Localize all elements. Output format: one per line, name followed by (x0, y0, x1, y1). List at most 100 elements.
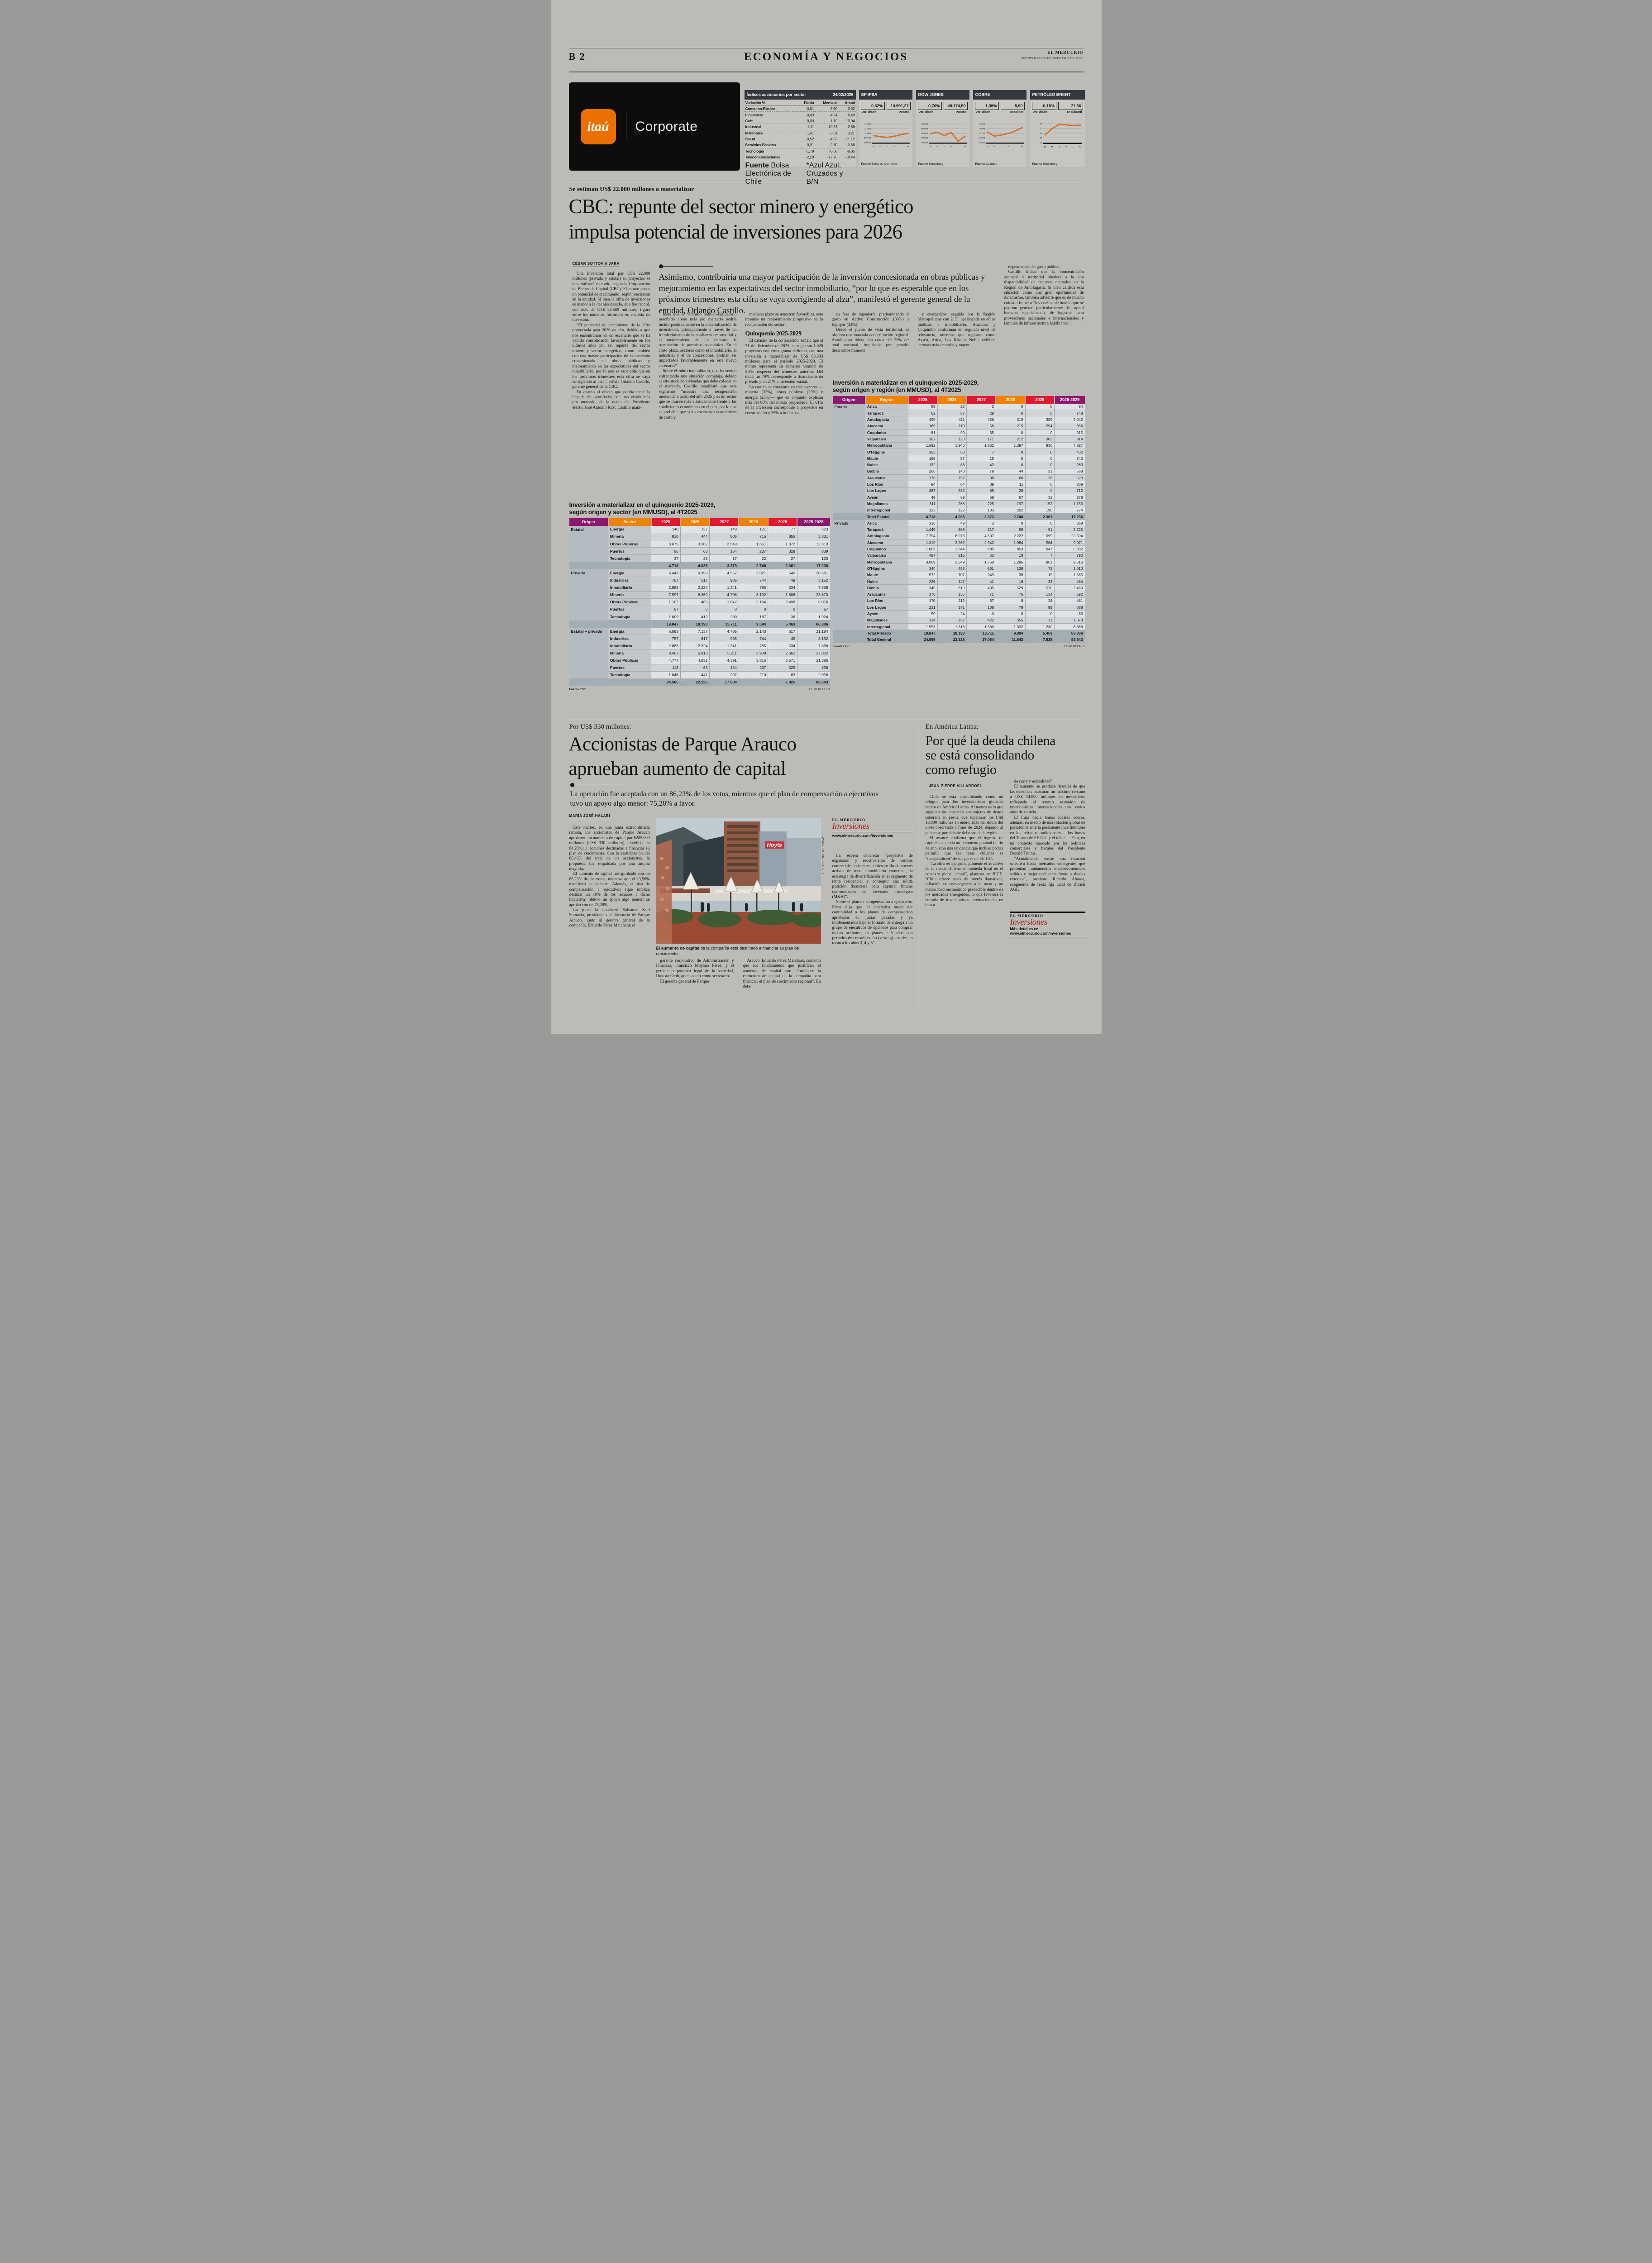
cell-value: 1.610 (1054, 565, 1085, 572)
row-label (608, 620, 651, 628)
row-label: Total Privado (865, 630, 908, 637)
col-header: Anual (838, 100, 856, 106)
table-row: Maule 572 707 249 38 19 1.585 (832, 572, 1085, 578)
cell-value: 84 (1054, 403, 1085, 411)
cell-value: 0 (1025, 410, 1055, 417)
row-label: Araucanía (865, 591, 908, 598)
cell-value: 1.341 (709, 642, 739, 650)
inversiones-promo-box[interactable]: EL MERCURIO Inversiones www.elmercurio.c… (832, 818, 913, 838)
table-row: Total General 24.565 22.225 17.084 11.843 7.8… (832, 636, 1085, 643)
row-label (569, 577, 608, 584)
cell-value: 1.392 (995, 623, 1026, 630)
table-row: Antofagasta 499 411 426 319 389 2.042 (832, 416, 1085, 423)
cell-value: 71 (966, 591, 996, 598)
row-label (832, 559, 865, 565)
cbc-col4: en fase de ingeniería, predominando el g… (832, 312, 910, 371)
paragraph: Chile se está consolidando como un refug… (925, 795, 1003, 835)
cell-value: 4.035 (680, 562, 710, 570)
cell-value: 41 (966, 578, 996, 585)
cell-value: 133 (966, 507, 996, 514)
cell-value: 0,00 (797, 118, 815, 124)
photo-credit: ELISA VERDEJO SINSAY (821, 835, 825, 874)
cell-value: 108 (966, 604, 996, 611)
cbc-col1: Una inversión total por US$ 22.000 millo… (573, 272, 650, 469)
cell-value: 7.597 (651, 591, 681, 599)
cell-value: 688 (1054, 604, 1085, 611)
col-header: Región (864, 396, 908, 404)
cell-value: 0 (995, 429, 1026, 436)
section-title: ECONOMÍA Y NEGOCIOS (744, 51, 908, 63)
inversiones-ad-box[interactable]: EL MERCURIO Inversiones Más detalles en … (1010, 912, 1085, 938)
cell-value: 17.236 (1054, 513, 1085, 520)
cell-value: 11.843 (995, 636, 1026, 643)
cell-value: 1.469 (680, 598, 710, 606)
cell-value: 4.507 (966, 533, 996, 540)
cell-value: 13.711 (709, 620, 739, 628)
cell-value: 3.331 (797, 533, 830, 541)
cell-value: 66 (995, 474, 1026, 482)
cell-value: 8.407 (651, 649, 681, 657)
var-diaria-value: 0,76% (917, 102, 942, 110)
cell-value: 2.143 (738, 627, 768, 635)
inv-paper: EL MERCURIO (1010, 912, 1085, 918)
pa-byline: MARÍA JOSÉ HALABI (569, 814, 610, 819)
cell-value: 329 (768, 547, 797, 555)
indices-title: Índices accionarios por sector (746, 92, 806, 97)
paragraph: Castillo indica que la concentración sec… (1004, 270, 1084, 326)
paragraph: Desde el punto de vista territorial, se … (831, 328, 910, 353)
region-table: Inversión a materializar en el quinqueni… (832, 379, 1085, 648)
row-label (569, 547, 608, 555)
cell-value: 22.225 (680, 678, 710, 686)
cell-value: 17.084 (709, 678, 739, 686)
row-label: Estatal (569, 525, 608, 533)
cell-value: 5.332 (1054, 545, 1085, 553)
dow-jones-sparkline: 50.500 50.000 49.500 49.000 48.500 M M J V L M (917, 116, 969, 156)
table-row: Coquimbo 1.603 1.344 885 853 647 5.332 (832, 545, 1085, 553)
cell-value: 853 (995, 545, 1026, 553)
itau-corporate-ad[interactable]: itaú Corporate (568, 82, 740, 171)
row-label (832, 500, 865, 507)
row-label (832, 578, 865, 585)
svg-text:11.250: 11.250 (864, 128, 871, 130)
cell-value: 0 (995, 520, 1026, 527)
cell-value: 4.718 (908, 513, 938, 520)
inv-url[interactable]: www.elmercurio.com/inversiones (1010, 931, 1085, 938)
inv-url[interactable]: www.elmercurio.com/inversiones (832, 832, 913, 838)
cell-value: 1.009 (651, 613, 681, 621)
cell-value: 81 (908, 429, 938, 436)
cell-value: 63 (768, 671, 797, 679)
svg-text:49.500: 49.500 (921, 132, 928, 135)
row-label (832, 474, 865, 481)
market-box-cobre: COBRE 1,39% 5,90 Var. diaria US$/libra 6… (973, 90, 1027, 167)
cell-value: 617 (680, 577, 710, 584)
svg-text:5,500: 5,500 (979, 141, 985, 144)
cell-value: 0 (1025, 610, 1055, 617)
inv-more: Más detalles en (1010, 926, 1039, 931)
svg-text:M: M (907, 145, 909, 148)
row-label (569, 584, 608, 592)
cell-value: -3,60 (815, 105, 839, 112)
cell-value: 4.035 (937, 513, 967, 520)
cell-value: 0 (709, 606, 739, 613)
cell-value: 148 (709, 525, 739, 533)
cell-value: 6.813 (680, 649, 710, 657)
cell-value: 1.099 (1025, 533, 1055, 540)
table-row: Maule 168 57 15 0 0 240 (832, 455, 1085, 462)
cell-value: 570 (1025, 584, 1055, 592)
cell-value: 985 (709, 635, 739, 643)
cell-value: 311 (908, 500, 938, 507)
table-row: Obras Públicas 4.777 4.831 4.391 3.816 3.571 2… (569, 657, 830, 664)
cell-value: 2 (966, 403, 996, 411)
cell-value: 9.516 (1054, 559, 1085, 566)
cbc-col3-top: mediano plazo se muestran favorables, es… (745, 312, 823, 328)
cell-value: -2,28 (797, 154, 815, 161)
cell-value: 263 (1054, 462, 1085, 468)
cell-value: 35 (966, 429, 996, 436)
cell-value: 368 (1054, 520, 1085, 527)
cell-value: 66.306 (797, 620, 830, 628)
row-label: Inmobiliario (608, 642, 651, 650)
row-label: Los Ríos (865, 597, 908, 605)
cell-value: 240 (1054, 455, 1085, 462)
cell-value: 2.056 (797, 671, 830, 679)
cell-value: 33 (1025, 494, 1055, 501)
